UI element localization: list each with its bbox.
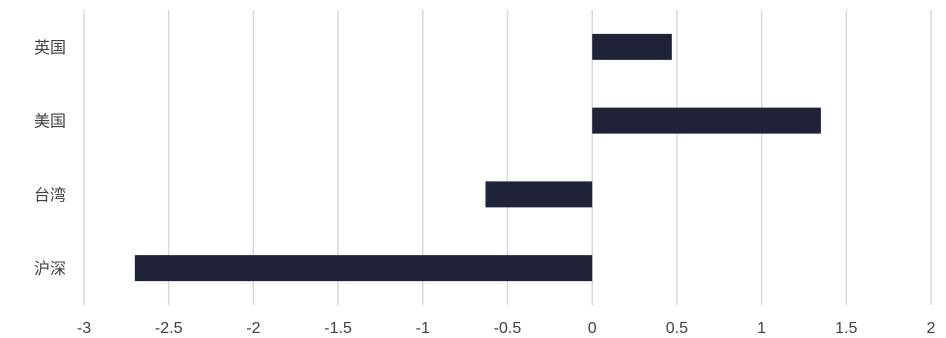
category-label: 沪深 xyxy=(34,260,66,278)
bar-2 xyxy=(592,107,821,134)
category-label: 台湾 xyxy=(34,186,66,204)
x-tick-label: -3 xyxy=(77,320,91,337)
x-tick-label: 0 xyxy=(588,320,597,337)
x-axis-tick-labels: -3 -2.5 -2 -1.5 -1 -0.5 0 0.5 1 1.5 2 xyxy=(77,320,936,337)
x-tick-label: -1 xyxy=(416,320,430,337)
x-tick-label: -0.5 xyxy=(494,320,522,337)
x-tick-label: -1.5 xyxy=(324,320,352,337)
category-label: 英国 xyxy=(34,39,66,57)
x-tick-label: -2 xyxy=(246,320,260,337)
bar-4 xyxy=(134,255,593,282)
x-tick-label: -2.5 xyxy=(155,320,183,337)
x-tick-label: 0.5 xyxy=(666,320,688,337)
bar-1 xyxy=(592,33,672,60)
x-tick-label: 2 xyxy=(927,320,936,337)
bar-3 xyxy=(485,181,593,208)
bars xyxy=(134,33,821,282)
category-label: 美国 xyxy=(34,113,66,131)
x-tick-label: 1.5 xyxy=(835,320,857,337)
x-tick-label: 1 xyxy=(757,320,766,337)
